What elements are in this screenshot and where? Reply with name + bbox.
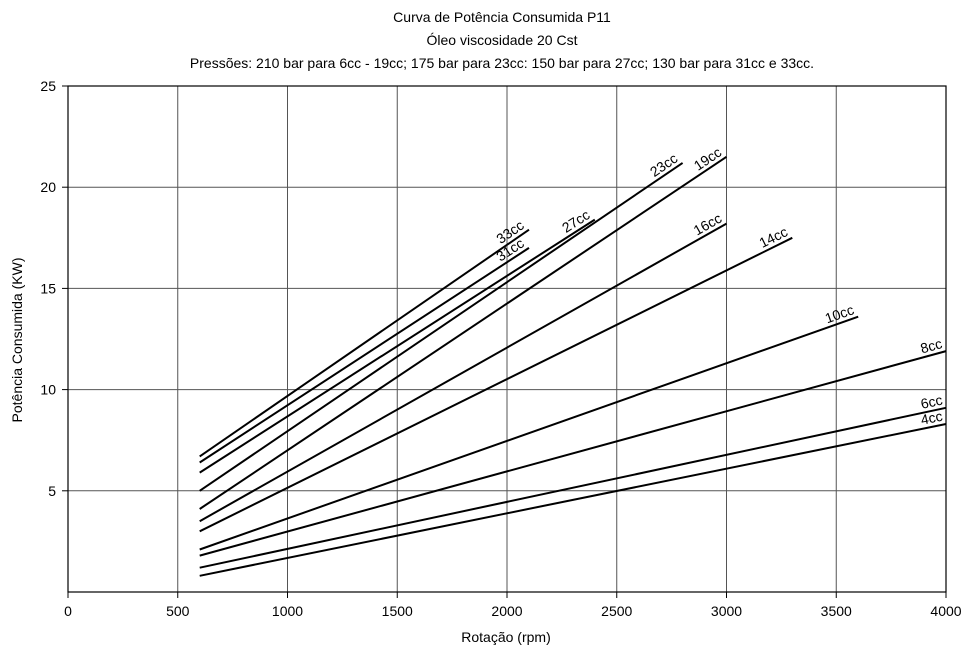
series-label-4cc: 4cc — [919, 408, 944, 428]
x-tick-label: 3000 — [711, 603, 742, 619]
series-line-6cc — [199, 406, 947, 569]
y-tick-label: 5 — [48, 483, 56, 499]
x-tick-label: 1500 — [382, 603, 413, 619]
y-tick-label: 25 — [40, 78, 56, 94]
chart-subtitle: Óleo viscosidade 20 Cst — [427, 32, 578, 48]
x-tick-label: 2500 — [601, 603, 632, 619]
x-tick-label: 3500 — [821, 603, 852, 619]
chart-subtitle-pressures: Pressões: 210 bar para 6cc - 19cc; 175 b… — [190, 55, 814, 71]
y-axis-title: Potência Consumida (KW) — [9, 258, 25, 423]
axis-ticks: 0 500 1000 1500 2000 2500 3000 3500 4000 5 10 15 20 2… — [40, 78, 961, 619]
series-label-6cc: 6cc — [919, 392, 944, 412]
y-tick-label: 10 — [40, 382, 56, 398]
series-line-10cc — [199, 315, 859, 551]
x-tick-label: 4000 — [930, 603, 961, 619]
series-line-8cc — [199, 350, 947, 557]
x-tick-label: 500 — [166, 603, 190, 619]
x-tick-label: 0 — [64, 603, 72, 619]
series-line-19cc — [199, 155, 728, 510]
series-line-23cc — [199, 162, 684, 492]
series-line-14cc — [199, 236, 793, 533]
series-line-27cc — [199, 218, 596, 474]
grid-lines — [68, 86, 946, 592]
series-line-31cc — [199, 247, 530, 464]
y-tick-label: 20 — [40, 179, 56, 195]
series-line-16cc — [199, 222, 727, 523]
series-label-8cc: 8cc — [919, 335, 944, 356]
chart-title: Curva de Potência Consumida P11 — [393, 9, 611, 25]
x-axis-title: Rotação (rpm) — [461, 629, 550, 645]
series-line-33cc — [199, 228, 530, 458]
series-line-4cc — [199, 423, 947, 577]
x-tick-label: 2000 — [491, 603, 522, 619]
x-tick-label: 1000 — [272, 603, 303, 619]
y-tick-label: 15 — [40, 280, 56, 296]
